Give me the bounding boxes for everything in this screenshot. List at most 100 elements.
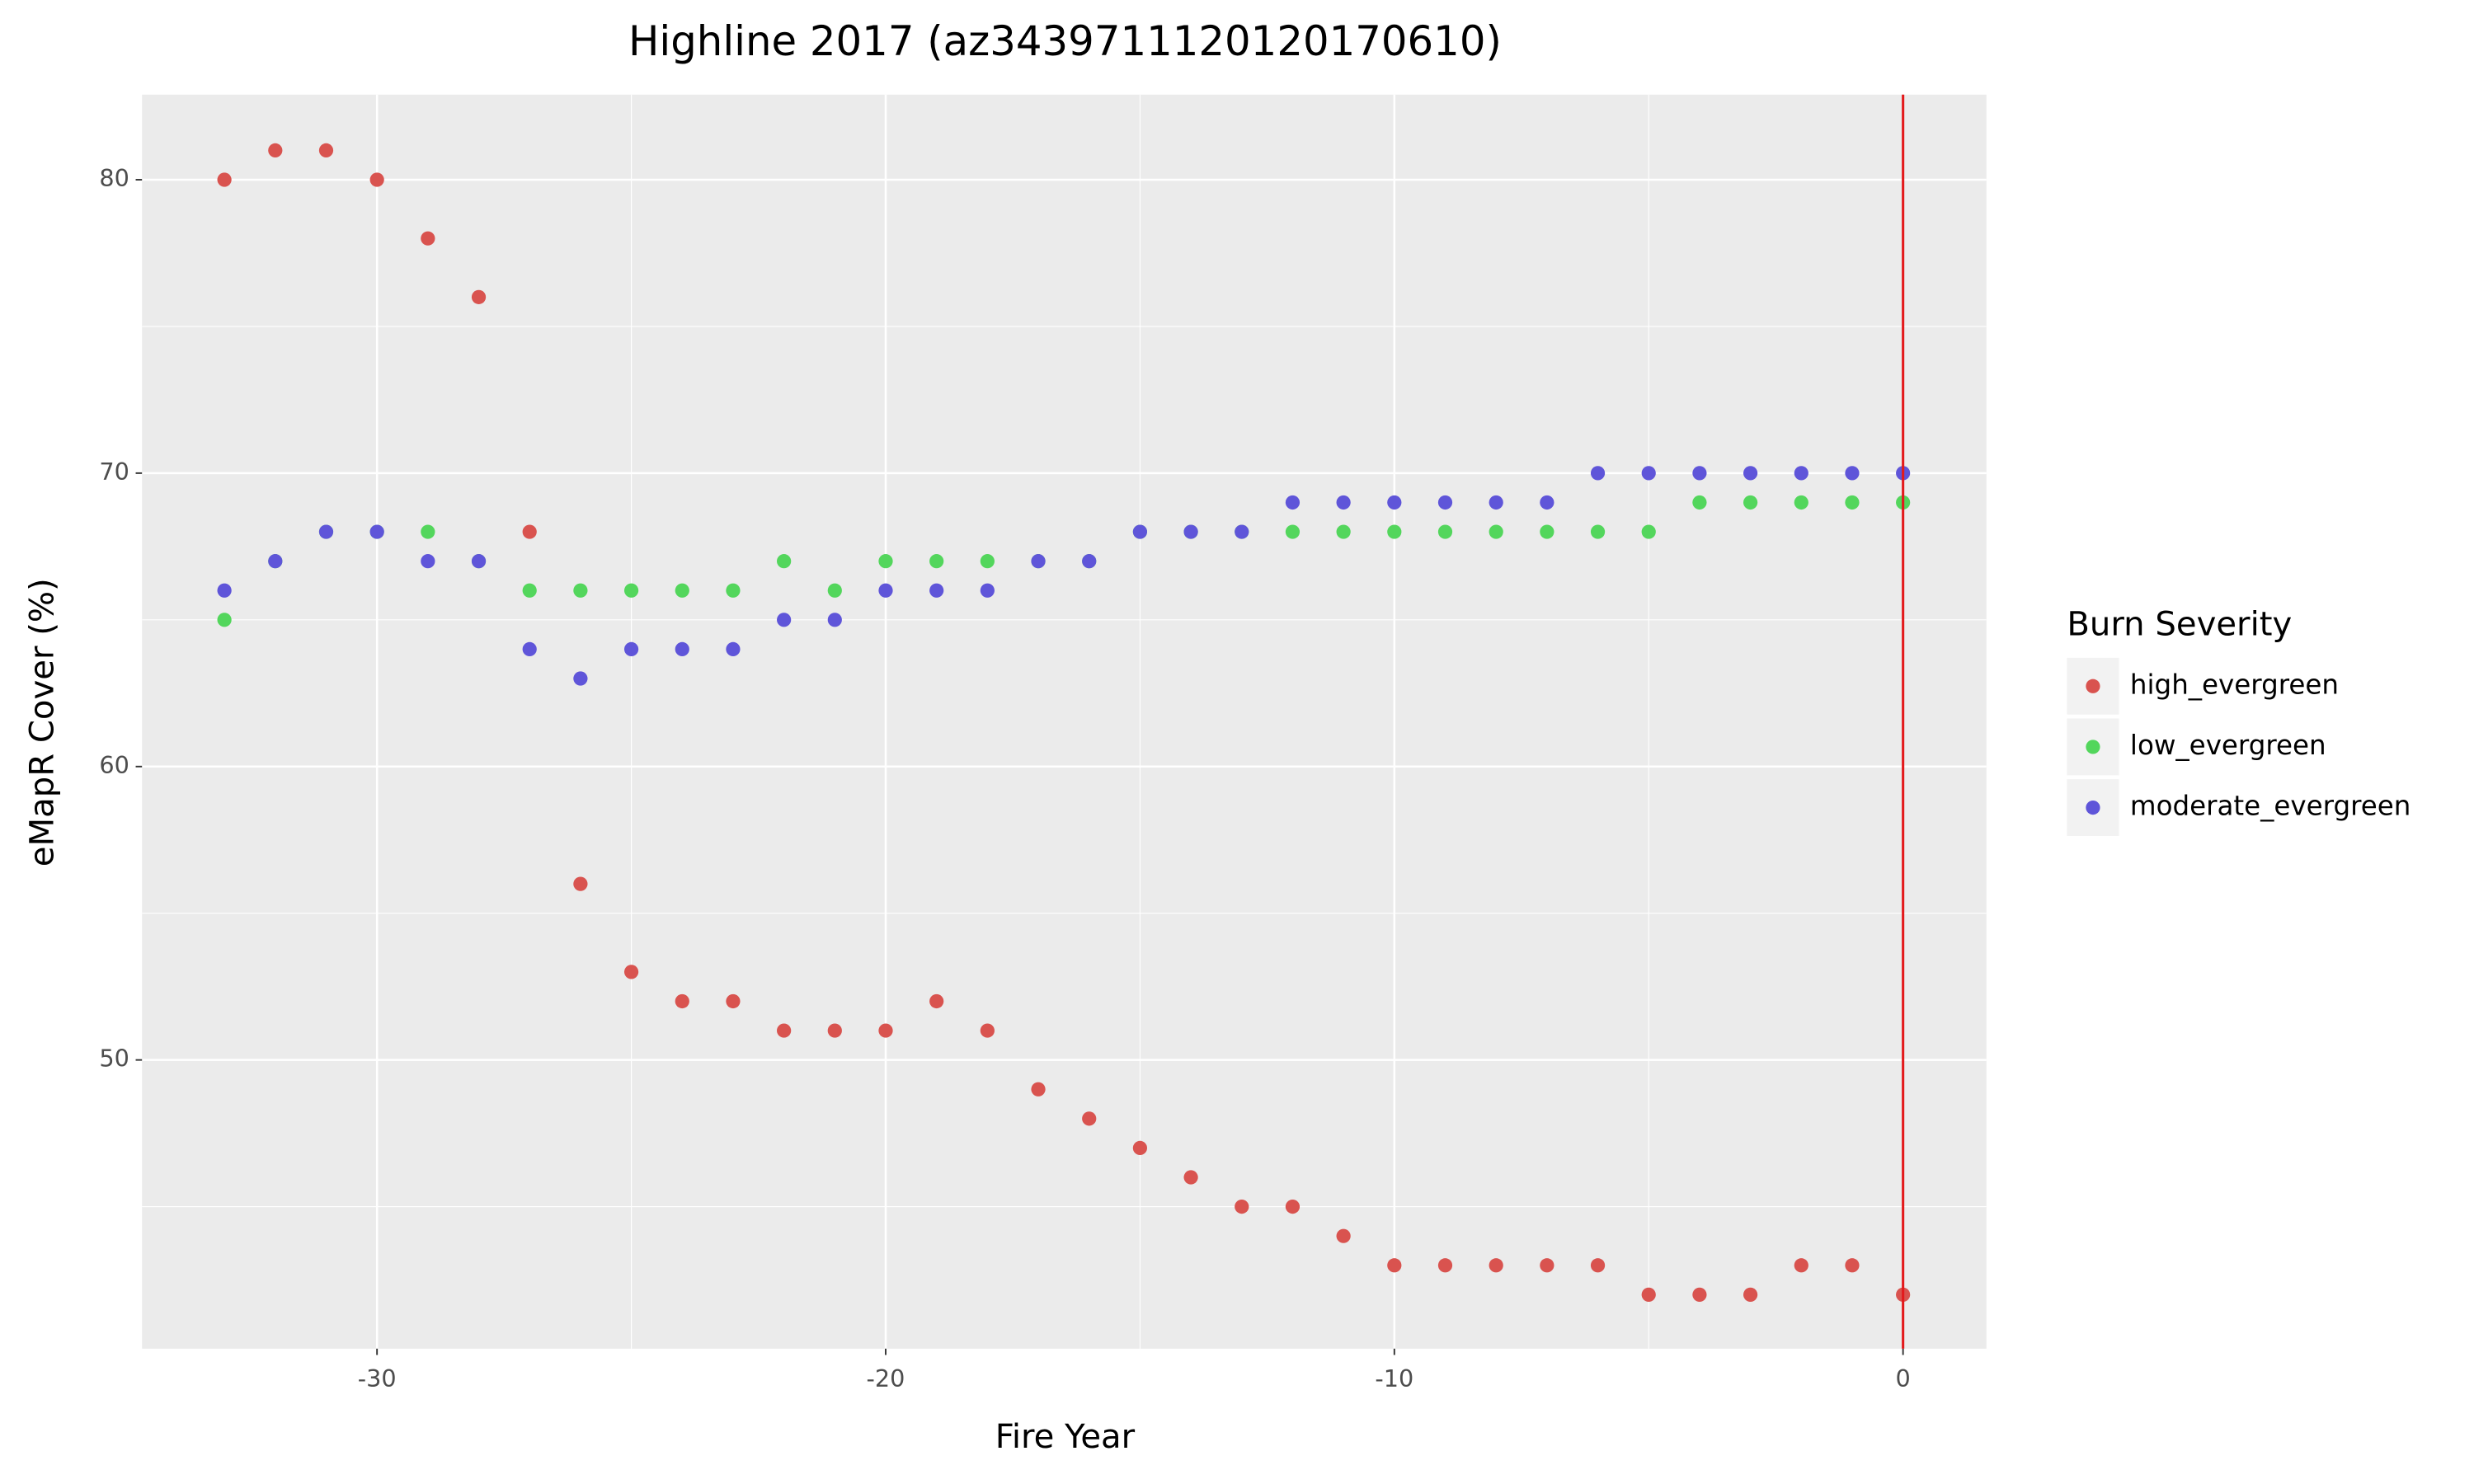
data-point xyxy=(777,1023,792,1038)
data-point xyxy=(1183,1170,1198,1185)
data-point xyxy=(217,172,232,187)
x-tick-label: -10 xyxy=(1375,1364,1413,1392)
y-tick-label: 60 xyxy=(99,751,129,779)
data-point xyxy=(522,524,537,539)
data-point xyxy=(777,613,792,627)
x-axis-label: Fire Year xyxy=(995,1418,1136,1456)
data-point xyxy=(522,583,537,598)
data-point xyxy=(1743,466,1758,481)
data-point xyxy=(1794,1258,1808,1273)
data-point xyxy=(1489,495,1503,510)
data-point xyxy=(1641,466,1656,481)
data-point xyxy=(217,583,232,598)
data-point xyxy=(522,641,537,657)
data-point xyxy=(929,554,944,569)
data-point xyxy=(1031,1082,1046,1097)
data-point xyxy=(1387,495,1402,510)
data-point xyxy=(1235,1199,1249,1214)
data-point xyxy=(573,876,588,891)
data-point xyxy=(369,524,384,539)
data-point xyxy=(1590,524,1606,539)
data-point xyxy=(777,554,792,569)
legend-label: moderate_evergreen xyxy=(2130,791,2411,822)
data-point xyxy=(980,583,995,598)
data-point xyxy=(878,1023,893,1038)
data-point xyxy=(1540,495,1554,510)
x-tick-label: -20 xyxy=(867,1364,905,1392)
data-point xyxy=(980,554,995,569)
data-point xyxy=(421,231,435,246)
chart-title: Highline 2017 (az3439711120120170610) xyxy=(628,17,1502,65)
data-point xyxy=(1082,1111,1097,1126)
y-tick-label: 50 xyxy=(99,1045,129,1073)
data-point xyxy=(623,583,639,598)
data-point xyxy=(1285,524,1300,539)
data-point xyxy=(1540,1258,1554,1273)
data-point xyxy=(421,554,435,569)
data-point xyxy=(1235,524,1249,539)
data-point xyxy=(1285,1199,1300,1214)
data-point xyxy=(318,524,334,539)
data-point xyxy=(1692,466,1707,481)
data-point xyxy=(1132,1140,1148,1156)
data-point xyxy=(1540,524,1554,539)
data-point xyxy=(573,583,588,598)
data-point xyxy=(1692,495,1707,510)
data-point xyxy=(1387,524,1402,539)
legend-title: Burn Severity xyxy=(2067,606,2292,644)
data-point xyxy=(623,641,639,657)
y-tick-label: 80 xyxy=(99,164,129,192)
data-point xyxy=(726,641,741,657)
data-point xyxy=(1285,495,1300,510)
data-point xyxy=(471,554,487,569)
data-point xyxy=(1845,1258,1860,1273)
x-tick-label: -30 xyxy=(358,1364,397,1392)
y-tick-label: 70 xyxy=(99,458,129,486)
legend-symbol xyxy=(2086,740,2100,754)
data-point xyxy=(827,1023,842,1038)
data-point xyxy=(929,993,944,1009)
data-point xyxy=(726,583,741,598)
data-point xyxy=(878,554,893,569)
data-point xyxy=(1590,466,1606,481)
legend-symbol xyxy=(2086,800,2100,815)
data-point xyxy=(1489,1258,1503,1273)
legend-label: high_evergreen xyxy=(2130,669,2339,700)
data-point xyxy=(471,289,487,304)
data-point xyxy=(827,613,842,627)
data-point xyxy=(1794,495,1808,510)
legend-label: low_evergreen xyxy=(2130,730,2326,761)
data-point xyxy=(1183,524,1198,539)
data-point xyxy=(421,524,435,539)
data-point xyxy=(1489,524,1503,539)
y-axis-label: eMapR Cover (%) xyxy=(24,578,62,866)
data-point xyxy=(1082,554,1097,569)
data-point xyxy=(675,641,689,657)
data-point xyxy=(1845,466,1860,481)
data-point xyxy=(217,613,232,627)
data-point xyxy=(1437,524,1453,539)
x-tick-label: 0 xyxy=(1896,1364,1911,1392)
legend-symbol xyxy=(2086,679,2100,693)
data-point xyxy=(1845,495,1860,510)
data-point xyxy=(573,671,588,686)
data-point xyxy=(1132,524,1148,539)
data-point xyxy=(827,583,842,598)
data-point xyxy=(726,993,741,1009)
data-point xyxy=(369,172,384,187)
data-point xyxy=(623,965,639,979)
data-point xyxy=(1387,1258,1402,1273)
data-point xyxy=(1336,1228,1351,1243)
data-point xyxy=(675,583,689,598)
data-point xyxy=(675,993,689,1009)
data-point xyxy=(268,143,283,158)
data-point xyxy=(929,583,944,598)
data-point xyxy=(1437,495,1453,510)
data-point xyxy=(1692,1287,1707,1302)
data-point xyxy=(1031,554,1046,569)
data-point xyxy=(1590,1258,1606,1273)
data-point xyxy=(1794,466,1808,481)
data-point xyxy=(1336,524,1351,539)
